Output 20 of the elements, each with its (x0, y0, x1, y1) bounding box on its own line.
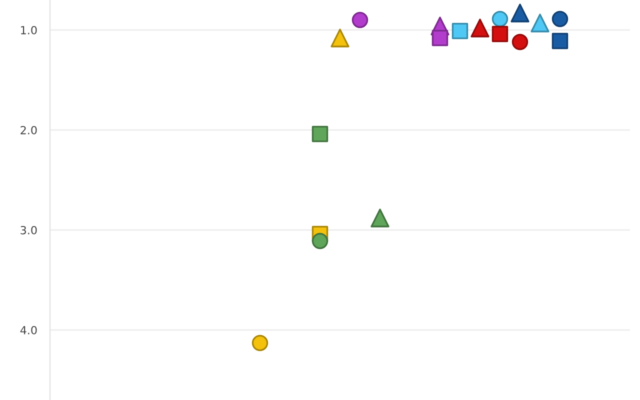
y-tick-label: 1.0 (21, 26, 37, 34)
point (552, 10, 568, 28)
point (470, 18, 490, 38)
point (252, 334, 268, 352)
point (512, 34, 528, 50)
point (312, 126, 328, 142)
point (552, 32, 568, 50)
point (330, 28, 350, 48)
point (492, 10, 508, 28)
y-tick-label: 2.0 (20, 126, 37, 134)
point (530, 14, 550, 32)
point (510, 4, 530, 22)
y-tick-label: 4.0 (20, 326, 37, 334)
y-tick-label: 3.0 (20, 226, 37, 234)
point (352, 12, 368, 28)
point (492, 26, 508, 42)
point (370, 208, 390, 228)
point (452, 22, 468, 40)
point (312, 232, 328, 250)
point (432, 30, 448, 46)
